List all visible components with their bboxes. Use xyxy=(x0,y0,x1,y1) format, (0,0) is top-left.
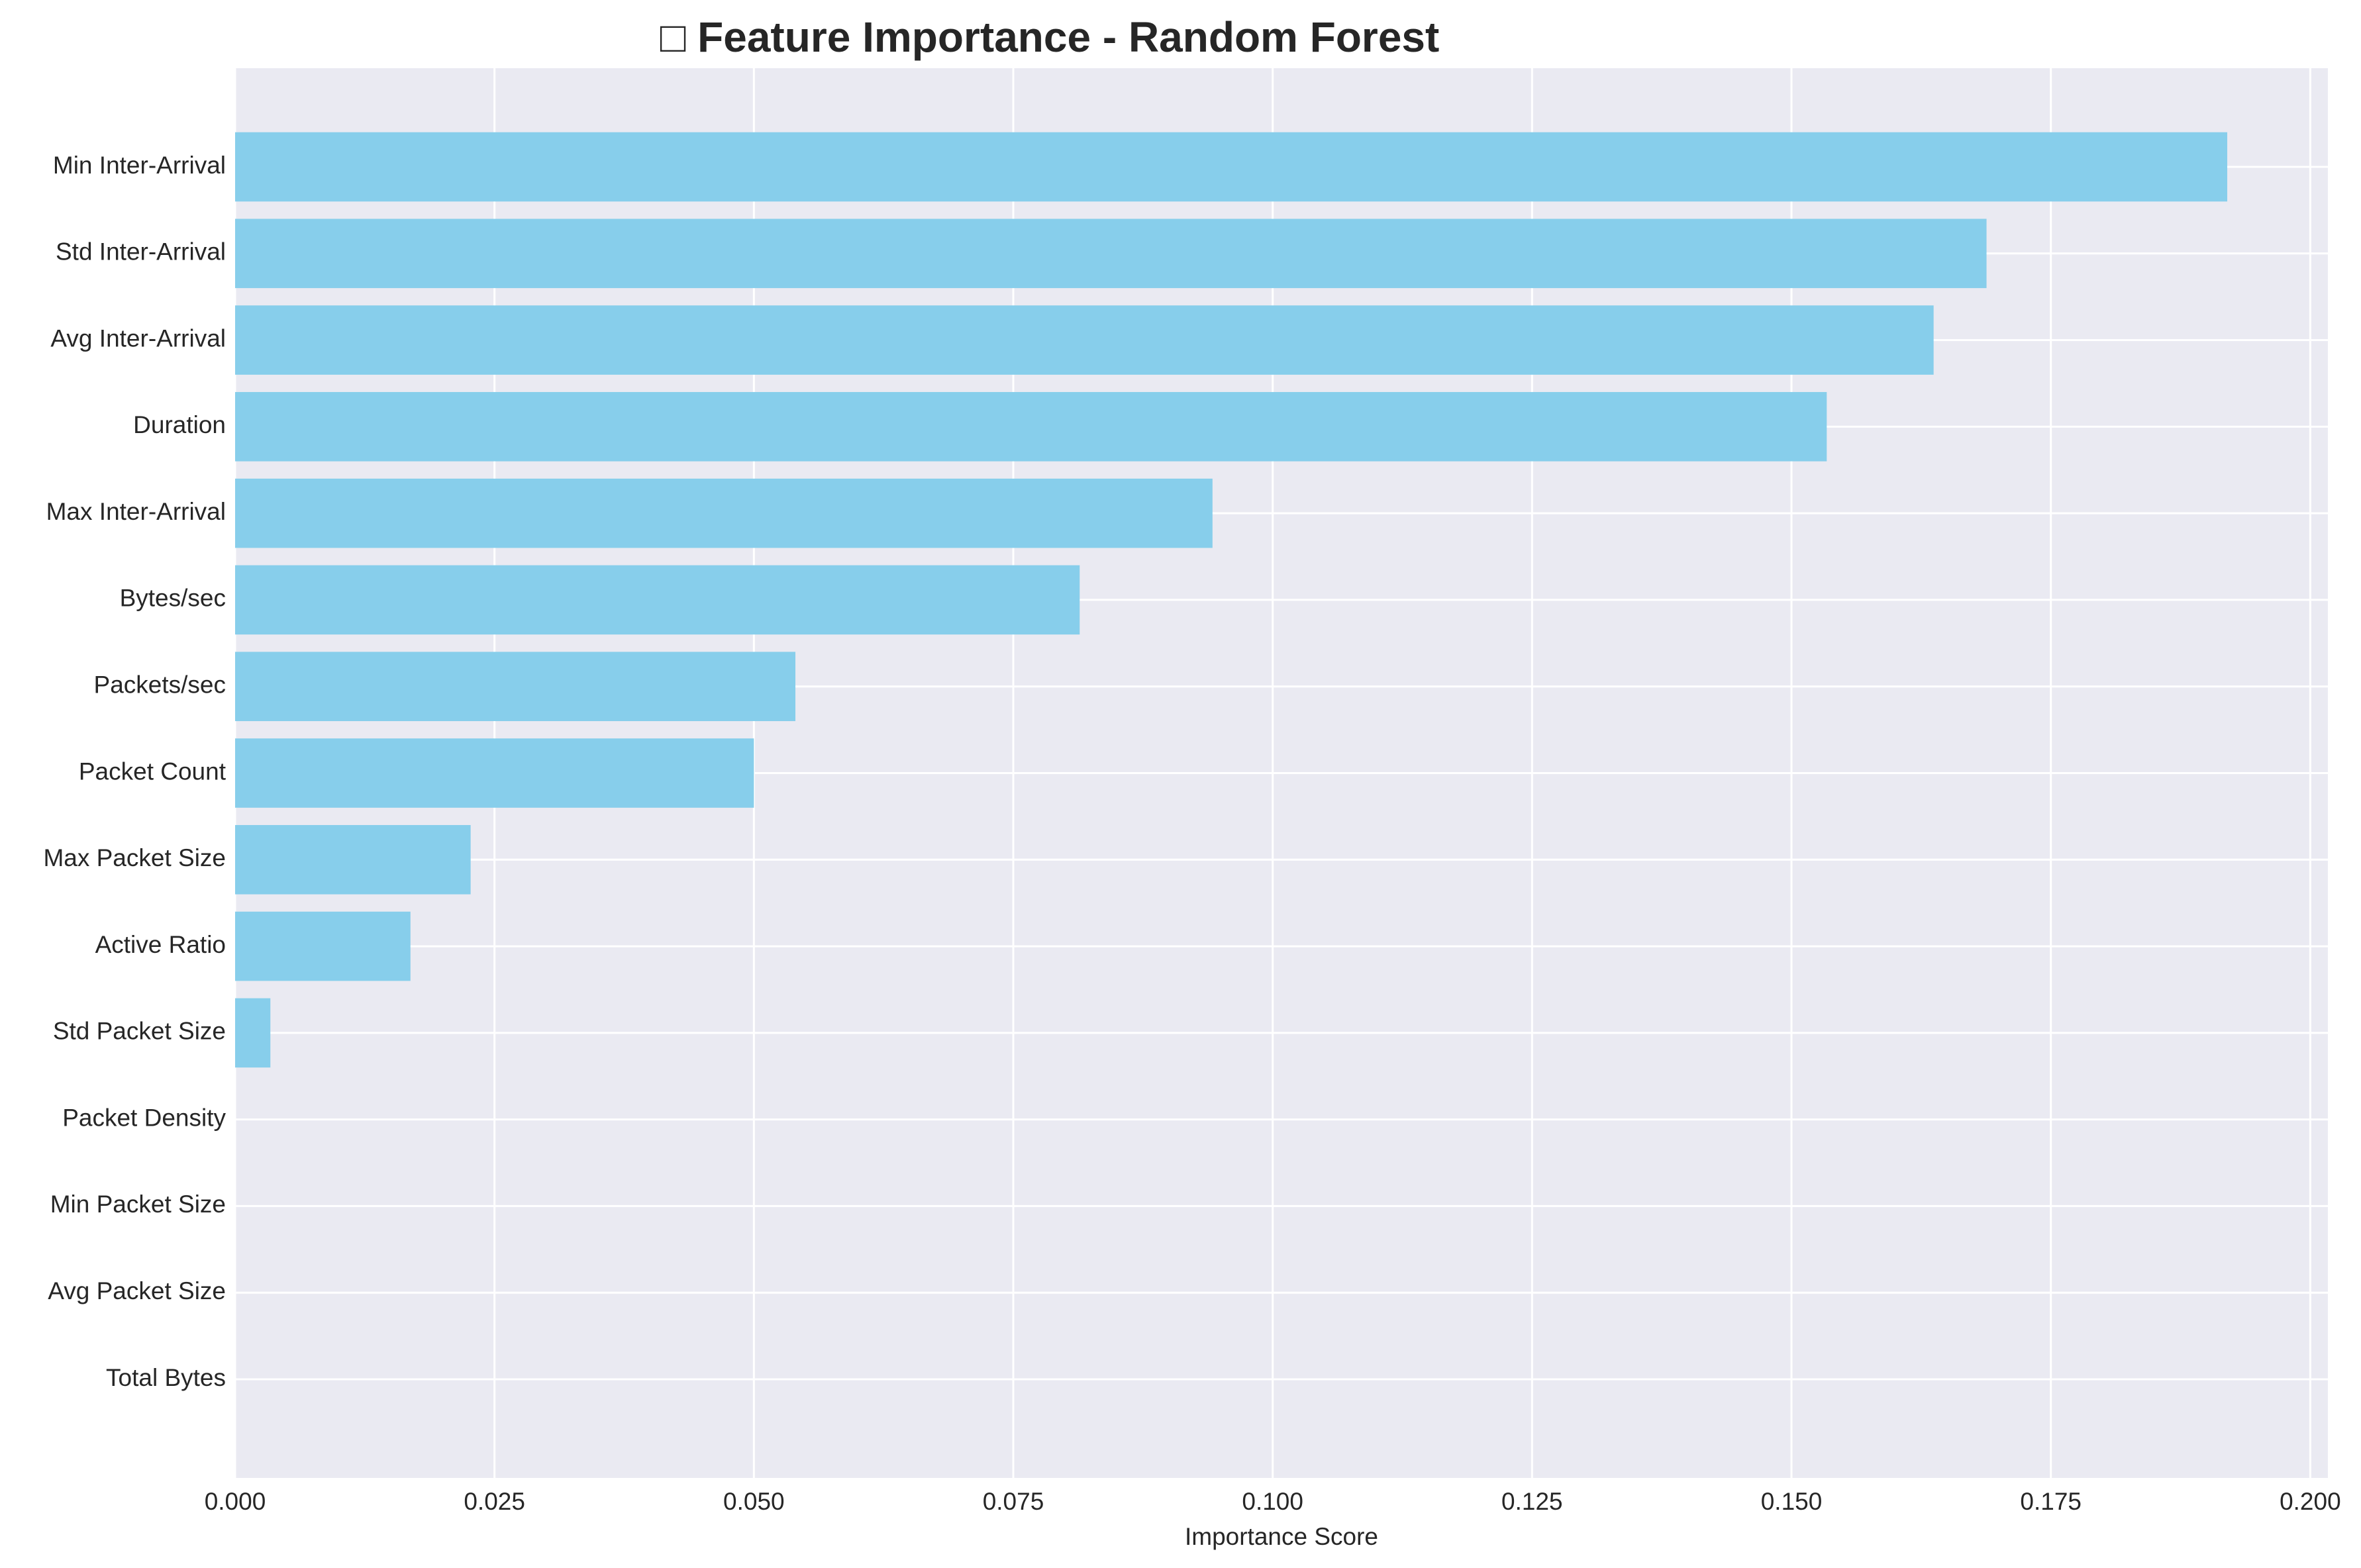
y-tick-label: Packet Count xyxy=(79,758,226,785)
bars xyxy=(235,132,2228,1068)
y-tick-label: Std Inter-Arrival xyxy=(56,238,226,266)
y-tick-label: Avg Inter-Arrival xyxy=(50,324,226,352)
y-tick-label: Active Ratio xyxy=(95,931,226,958)
x-tick-label: 0.025 xyxy=(464,1488,525,1515)
y-tick-label: Total Bytes xyxy=(106,1364,226,1391)
bar-min-inter-arrival xyxy=(235,132,2228,202)
x-tick-label: 0.100 xyxy=(1242,1488,1303,1515)
x-tick-label: 0.050 xyxy=(723,1488,785,1515)
bar-packet-count xyxy=(235,738,754,808)
x-tick-labels: 0.000 0.025 0.050 0.075 0.100 0.125 0.150 0.175… xyxy=(205,1488,2341,1515)
y-tick-label: Std Packet Size xyxy=(53,1018,226,1045)
bar-max-inter-arrival xyxy=(235,478,1213,548)
bar-bytes-sec xyxy=(235,565,1080,635)
y-tick-label: Packet Density xyxy=(62,1104,226,1131)
y-tick-label: Packets/sec xyxy=(94,671,226,698)
x-axis-label: Importance Score xyxy=(1185,1523,1378,1550)
y-tick-label: Min Inter-Arrival xyxy=(53,152,226,179)
x-tick-label: 0.000 xyxy=(205,1488,266,1515)
y-tick-label: Max Packet Size xyxy=(43,844,226,871)
y-tick-label: Min Packet Size xyxy=(50,1191,226,1218)
bar-max-packet-size xyxy=(235,824,471,895)
chart-title: □ Feature Importance - Random Forest xyxy=(660,13,1440,61)
bar-packets-sec xyxy=(235,652,796,722)
y-tick-label: Avg Packet Size xyxy=(48,1277,226,1304)
bar-std-packet-size xyxy=(235,998,271,1068)
x-tick-label: 0.200 xyxy=(2280,1488,2341,1515)
y-tick-labels: Min Inter-Arrival Std Inter-Arrival Avg In… xyxy=(43,152,226,1391)
y-tick-label: Duration xyxy=(133,411,226,438)
bar-active-ratio xyxy=(235,911,411,981)
bar-avg-inter-arrival xyxy=(235,305,1934,375)
x-tick-label: 0.125 xyxy=(1501,1488,1563,1515)
y-tick-label: Max Inter-Arrival xyxy=(46,498,226,525)
x-tick-label: 0.175 xyxy=(2020,1488,2082,1515)
x-tick-label: 0.075 xyxy=(983,1488,1044,1515)
x-tick-label: 0.150 xyxy=(1761,1488,1823,1515)
y-tick-label: Bytes/sec xyxy=(120,585,226,612)
bar-std-inter-arrival xyxy=(235,219,1987,289)
bar-duration xyxy=(235,392,1827,462)
